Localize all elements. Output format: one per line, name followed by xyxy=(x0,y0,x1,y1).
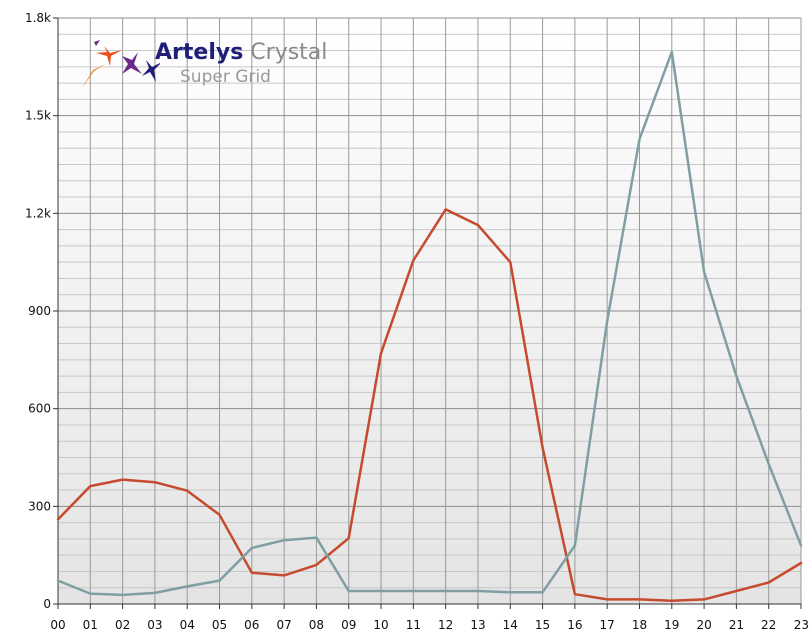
x-tick-label: 06 xyxy=(244,618,259,632)
series-line-2 xyxy=(56,50,803,597)
x-tick-label: 17 xyxy=(600,618,615,632)
x-tick-label: 15 xyxy=(535,618,550,632)
series-line-1 xyxy=(56,208,803,602)
logo-mark-icon xyxy=(82,40,160,88)
x-tick-label: 14 xyxy=(503,618,518,632)
x-tick-label: 16 xyxy=(567,618,582,632)
logo-subtitle: Super Grid xyxy=(180,67,271,87)
x-tick-label: 09 xyxy=(341,618,356,632)
x-tick-label: 10 xyxy=(373,618,388,632)
x-tick-label: 18 xyxy=(632,618,647,632)
x-tick-label: 00 xyxy=(50,618,65,632)
logo-product: Crystal xyxy=(250,40,328,65)
y-tick-label: 0 xyxy=(43,597,51,611)
y-tick-label: 1.2k xyxy=(25,206,51,220)
x-tick-label: 08 xyxy=(309,618,324,632)
logo: Artelys Crystal Super Grid xyxy=(80,40,327,100)
x-tick-label: 12 xyxy=(438,618,453,632)
y-tick-label: 900 xyxy=(28,304,51,318)
x-tick-label: 21 xyxy=(729,618,744,632)
logo-brand: Artelys xyxy=(155,40,244,65)
logo-star-orange xyxy=(82,64,106,88)
x-tick-label: 05 xyxy=(212,618,227,632)
x-tick-label: 07 xyxy=(276,618,291,632)
logo-star-small xyxy=(94,40,100,46)
logo-title: Artelys Crystal xyxy=(155,40,327,65)
x-tick-label: 23 xyxy=(794,618,809,632)
logo-star-purple xyxy=(122,52,142,74)
y-tick-label: 300 xyxy=(28,499,51,513)
y-tick-label: 1.5k xyxy=(25,109,51,123)
x-tick-label: 01 xyxy=(83,618,98,632)
x-tick-label: 11 xyxy=(406,618,421,632)
series-lines xyxy=(56,50,803,602)
x-tick-label: 04 xyxy=(180,618,195,632)
x-tick-label: 02 xyxy=(115,618,130,632)
x-tick-label: 03 xyxy=(147,618,162,632)
x-tick-label: 20 xyxy=(696,618,711,632)
y-tick-labels: 0 300 600 900 1.2k 1.5k 1.8k xyxy=(25,11,51,611)
logo-star-red xyxy=(96,46,122,66)
axes xyxy=(53,17,802,609)
x-tick-labels: 00 01 02 03 04 05 06 07 08 09 10 11 12 13 14 15 16 17 18 19… xyxy=(50,618,809,632)
y-tick-label: 1.8k xyxy=(25,11,51,25)
x-tick-label: 22 xyxy=(761,618,776,632)
x-tick-label: 13 xyxy=(470,618,485,632)
y-tick-label: 600 xyxy=(28,402,51,416)
logo-star-navy xyxy=(142,60,160,82)
x-tick-label: 19 xyxy=(664,618,679,632)
grid-lines xyxy=(57,17,802,605)
